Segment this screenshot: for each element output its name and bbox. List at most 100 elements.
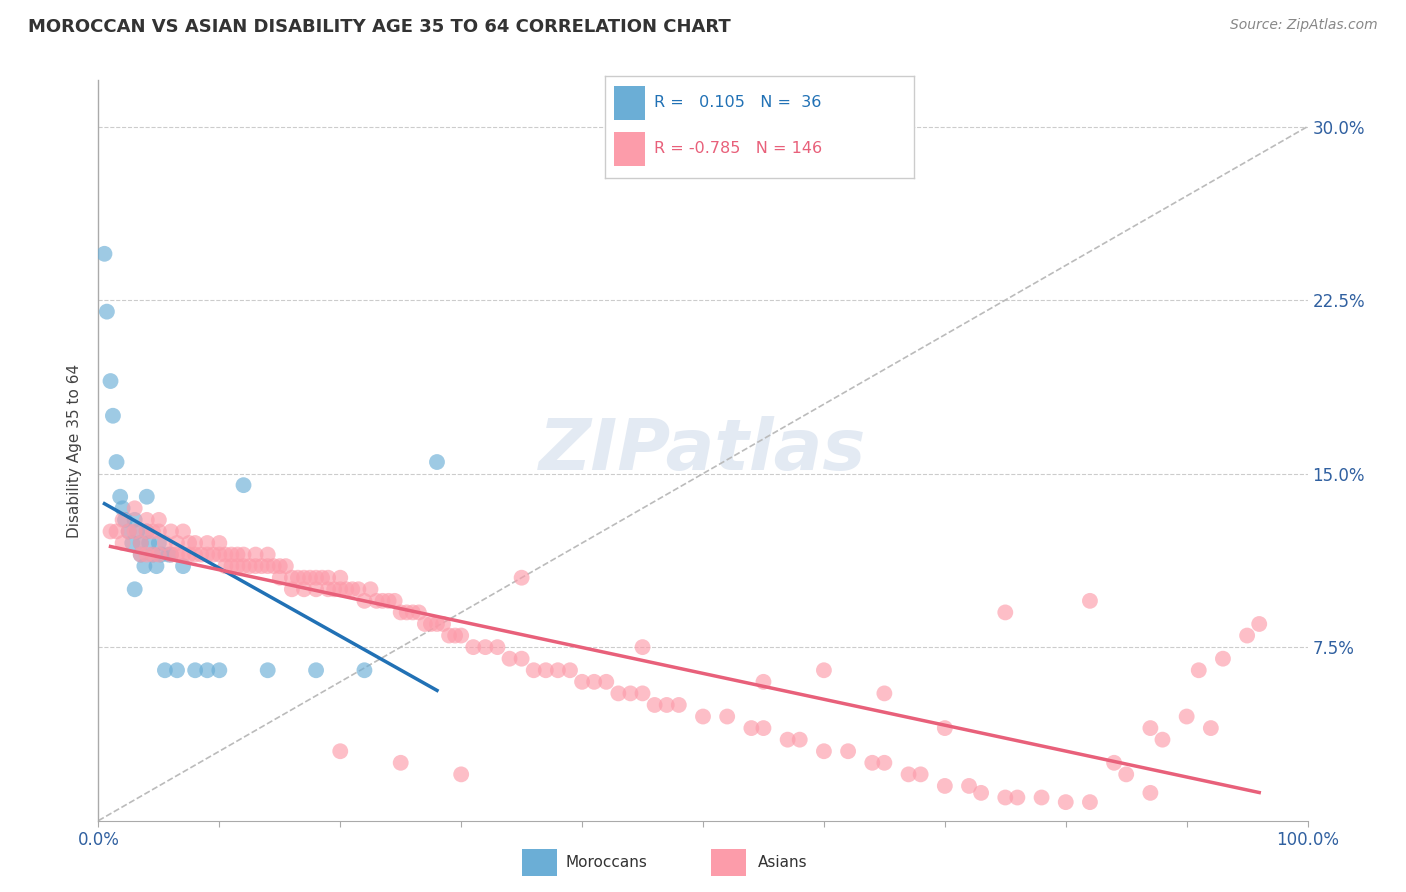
Point xyxy=(172,559,194,574)
Point xyxy=(631,686,654,700)
Point xyxy=(837,744,859,758)
Point xyxy=(776,732,799,747)
Point xyxy=(100,524,122,539)
Point xyxy=(292,571,315,585)
Point xyxy=(179,536,201,550)
Point xyxy=(1188,663,1211,677)
Text: R =   0.105   N =  36: R = 0.105 N = 36 xyxy=(654,95,821,110)
Point xyxy=(1007,790,1029,805)
Point xyxy=(148,536,170,550)
Point xyxy=(1078,795,1101,809)
Point xyxy=(135,524,157,539)
Point xyxy=(873,756,896,770)
Point xyxy=(934,721,956,735)
Point xyxy=(910,767,932,781)
Point xyxy=(214,559,236,574)
Point xyxy=(256,548,278,562)
Point xyxy=(752,721,775,735)
Point xyxy=(153,663,176,677)
Point xyxy=(148,524,170,539)
Point xyxy=(250,559,273,574)
Y-axis label: Disability Age 35 to 64: Disability Age 35 to 64 xyxy=(67,363,83,538)
Point xyxy=(142,548,165,562)
Point xyxy=(366,594,388,608)
Point xyxy=(160,548,183,562)
Point xyxy=(232,478,254,492)
Point xyxy=(510,651,533,665)
Point xyxy=(214,548,236,562)
Point xyxy=(245,548,267,562)
Point xyxy=(226,548,249,562)
Point xyxy=(166,663,188,677)
Point xyxy=(311,571,333,585)
Point xyxy=(860,756,883,770)
Point xyxy=(813,744,835,758)
Point xyxy=(195,548,218,562)
Point xyxy=(135,513,157,527)
Point xyxy=(190,548,212,562)
Point xyxy=(450,628,472,642)
Point xyxy=(558,663,581,677)
Point xyxy=(595,674,617,689)
Point xyxy=(305,663,328,677)
Point xyxy=(256,663,278,677)
Point xyxy=(124,501,146,516)
Point xyxy=(129,536,152,550)
Point xyxy=(292,582,315,597)
Point xyxy=(124,582,146,597)
Point xyxy=(166,536,188,550)
Point xyxy=(510,571,533,585)
Text: MOROCCAN VS ASIAN DISABILITY AGE 35 TO 64 CORRELATION CHART: MOROCCAN VS ASIAN DISABILITY AGE 35 TO 6… xyxy=(28,18,731,36)
Point xyxy=(571,674,593,689)
Point xyxy=(124,524,146,539)
Point xyxy=(160,524,183,539)
Point xyxy=(655,698,678,712)
Point xyxy=(1152,732,1174,747)
Point xyxy=(1236,628,1258,642)
Point xyxy=(329,582,352,597)
Point xyxy=(583,674,606,689)
Text: Asians: Asians xyxy=(758,855,807,870)
Point xyxy=(957,779,980,793)
Point xyxy=(305,571,328,585)
Point xyxy=(353,594,375,608)
Point xyxy=(129,536,152,550)
Point xyxy=(118,524,141,539)
Point xyxy=(221,548,243,562)
Point xyxy=(281,582,304,597)
FancyBboxPatch shape xyxy=(614,132,645,166)
FancyBboxPatch shape xyxy=(711,849,747,876)
Point xyxy=(142,524,165,539)
Point xyxy=(135,548,157,562)
Point xyxy=(408,606,430,620)
Point xyxy=(335,582,357,597)
Point xyxy=(221,559,243,574)
Point xyxy=(101,409,124,423)
Text: ZIPatlas: ZIPatlas xyxy=(540,416,866,485)
Point xyxy=(420,617,443,632)
Point xyxy=(534,663,557,677)
Point xyxy=(342,582,364,597)
Point xyxy=(269,571,291,585)
Point xyxy=(934,779,956,793)
Point xyxy=(347,582,370,597)
Point xyxy=(157,548,180,562)
Point xyxy=(226,559,249,574)
Point xyxy=(789,732,811,747)
Point xyxy=(463,640,485,654)
Point xyxy=(281,571,304,585)
Point xyxy=(474,640,496,654)
Point xyxy=(323,582,346,597)
Point xyxy=(274,559,297,574)
Point xyxy=(668,698,690,712)
Point xyxy=(179,548,201,562)
Text: R = -0.785   N = 146: R = -0.785 N = 146 xyxy=(654,141,823,156)
Point xyxy=(232,559,254,574)
Point xyxy=(395,606,418,620)
Point xyxy=(208,663,231,677)
Point xyxy=(172,548,194,562)
Point xyxy=(631,640,654,654)
Point xyxy=(195,536,218,550)
Point xyxy=(450,767,472,781)
Point xyxy=(402,606,425,620)
